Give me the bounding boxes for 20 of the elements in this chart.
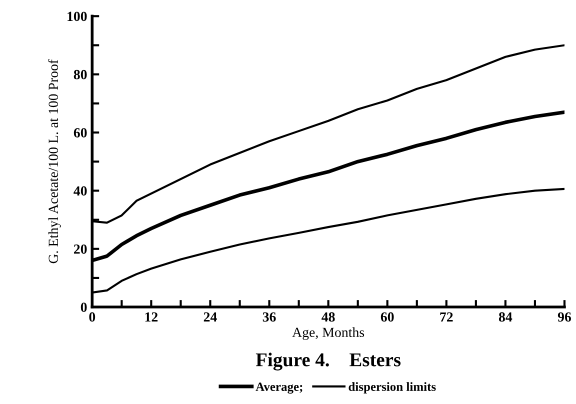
x-tick-label: 12: [145, 312, 158, 322]
y-tick-label: 20: [74, 244, 87, 254]
x-tick-label: 36: [262, 312, 276, 322]
x-axis-title: Age, Months: [292, 327, 364, 340]
x-tick-label: 60: [380, 312, 394, 322]
x-tick-label: 24: [204, 312, 217, 322]
x-tick-label: 48: [322, 312, 335, 322]
y-tick-label: 80: [74, 70, 87, 80]
y-tick-label: 100: [68, 12, 87, 22]
x-tick-label: 96: [558, 312, 572, 322]
legend-label: dispersion limits: [348, 382, 436, 394]
legend-label: Average;: [256, 382, 302, 394]
y-tick-label: 40: [74, 186, 87, 196]
x-tick-label: 0: [89, 312, 96, 322]
text: Figure 4. Esters: [256, 352, 401, 370]
y-tick-label: 0: [80, 302, 87, 312]
x-tick-label: 84: [498, 312, 512, 322]
y-tick-label: 60: [74, 128, 87, 138]
y-axis-title: G. Ethyl Acetate/100 L. at 100 Proof: [48, 59, 61, 264]
x-tick-label: 72: [440, 312, 453, 322]
